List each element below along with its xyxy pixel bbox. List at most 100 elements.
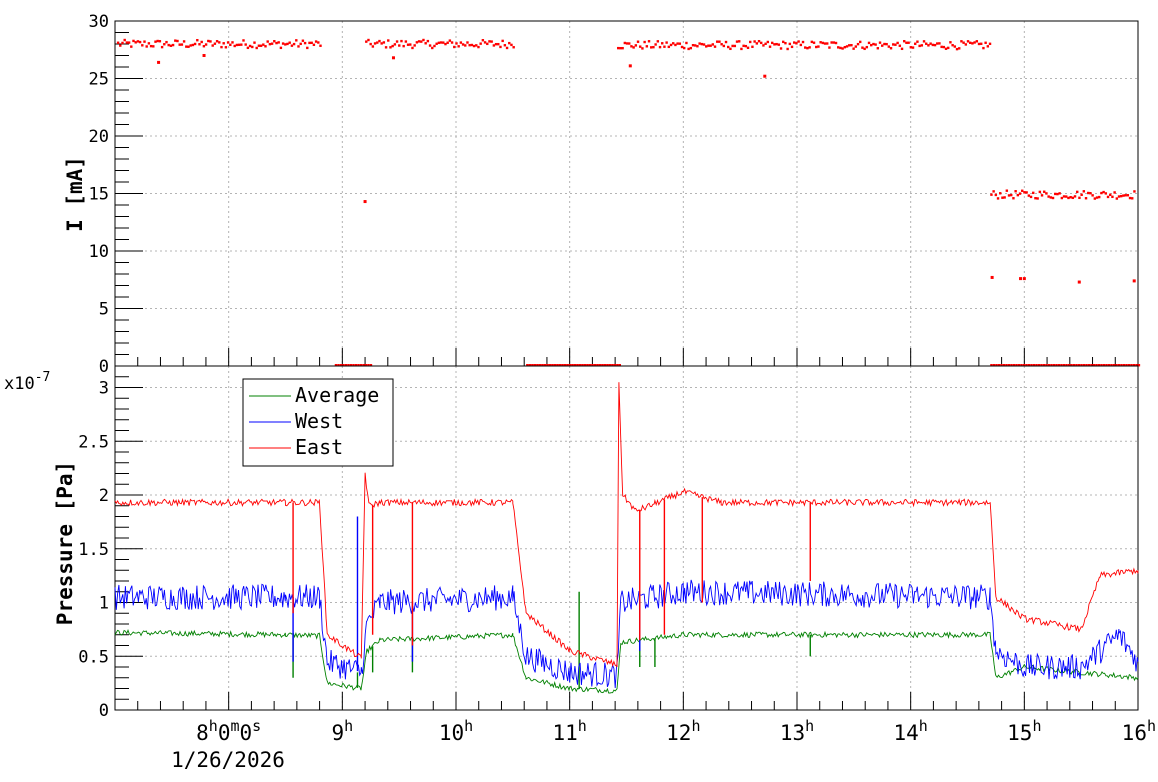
current-point [270, 42, 274, 45]
current-point [1087, 364, 1091, 367]
current-point [826, 42, 829, 45]
current-point [797, 40, 800, 43]
current-point [988, 42, 992, 46]
current-point [933, 43, 937, 47]
current-point [422, 38, 425, 42]
current-point [1016, 193, 1020, 197]
current-point [1045, 192, 1048, 195]
x-tick-label-part: h [209, 717, 218, 735]
current-point [174, 39, 177, 42]
current-point [749, 40, 752, 44]
current-point [536, 364, 539, 367]
current-point [683, 46, 686, 50]
current-point [1030, 364, 1033, 367]
bottom-y-tick-label: 1.5 [78, 540, 109, 560]
current-point [861, 46, 864, 49]
current-point [207, 39, 210, 43]
current-point [1072, 364, 1076, 367]
current-point [724, 40, 728, 44]
current-point [244, 43, 247, 46]
current-point [202, 54, 206, 57]
bottom-y-tick-label: 0 [99, 701, 109, 721]
current-point [581, 364, 584, 367]
current-point [713, 45, 717, 48]
current-point [428, 44, 432, 47]
current-point [363, 200, 367, 204]
current-point [437, 41, 441, 45]
current-point [687, 47, 690, 51]
x-tick-label-part: h [1032, 717, 1041, 735]
current-point [1095, 364, 1098, 367]
current-point [1012, 197, 1015, 200]
current-point [233, 44, 236, 48]
current-point [977, 42, 981, 46]
current-point [1117, 364, 1121, 367]
current-point [200, 40, 203, 44]
current-point [1060, 364, 1063, 367]
current-point [1102, 364, 1106, 367]
current-point [1007, 364, 1011, 367]
current-point [1029, 195, 1033, 199]
current-point [121, 41, 124, 45]
current-point [295, 39, 298, 42]
current-point [1075, 364, 1078, 367]
current-point [1040, 194, 1044, 197]
current-point [384, 46, 388, 49]
top-y-tick-label: 10 [89, 242, 109, 262]
current-point [883, 42, 886, 46]
current-point [652, 45, 655, 49]
current-point [450, 41, 454, 44]
current-point [1001, 196, 1004, 199]
current-point [865, 45, 869, 49]
current-point [442, 41, 445, 44]
current-point [1047, 195, 1050, 198]
current-point [742, 44, 745, 48]
current-point [369, 364, 373, 367]
current-point [1115, 197, 1119, 200]
current-point [1084, 197, 1088, 200]
current-point [768, 45, 772, 48]
legend-label-west: West [295, 409, 343, 433]
exponent-base: x10 [4, 374, 35, 394]
current-point [152, 45, 155, 48]
current-point [843, 46, 847, 49]
current-point [669, 43, 673, 47]
current-point [773, 43, 776, 46]
current-point [1020, 364, 1023, 367]
current-point [881, 44, 884, 47]
current-point [920, 44, 924, 47]
current-point [1090, 364, 1093, 367]
bottom-y-tick-label: 3 [99, 379, 109, 399]
current-point [1055, 364, 1058, 367]
current-point [1078, 196, 1081, 200]
current-point [598, 364, 601, 367]
current-point [667, 45, 671, 49]
current-point [424, 42, 427, 45]
current-point [909, 46, 913, 49]
current-point [944, 47, 948, 50]
current-point [583, 364, 586, 367]
current-point [253, 41, 256, 44]
current-point [576, 364, 579, 367]
current-point [1073, 195, 1077, 198]
current-point [1117, 195, 1121, 198]
current-point [740, 47, 743, 51]
current-point [189, 44, 192, 47]
current-point [1089, 192, 1092, 195]
current-point [623, 41, 627, 45]
current-point [647, 40, 651, 43]
current-point [1113, 191, 1116, 194]
current-point [618, 364, 621, 367]
current-point [722, 44, 726, 48]
current-point [1045, 364, 1048, 367]
current-point [191, 43, 195, 47]
current-point [344, 364, 348, 367]
current-point [744, 44, 748, 48]
current-point [1120, 194, 1123, 198]
current-point [992, 364, 996, 367]
current-point [1032, 364, 1036, 367]
top-y-axis: 0 5 10 15 20 25 30 [89, 12, 143, 377]
current-point [1100, 191, 1103, 195]
current-point [573, 364, 576, 367]
current-point [1060, 196, 1064, 200]
